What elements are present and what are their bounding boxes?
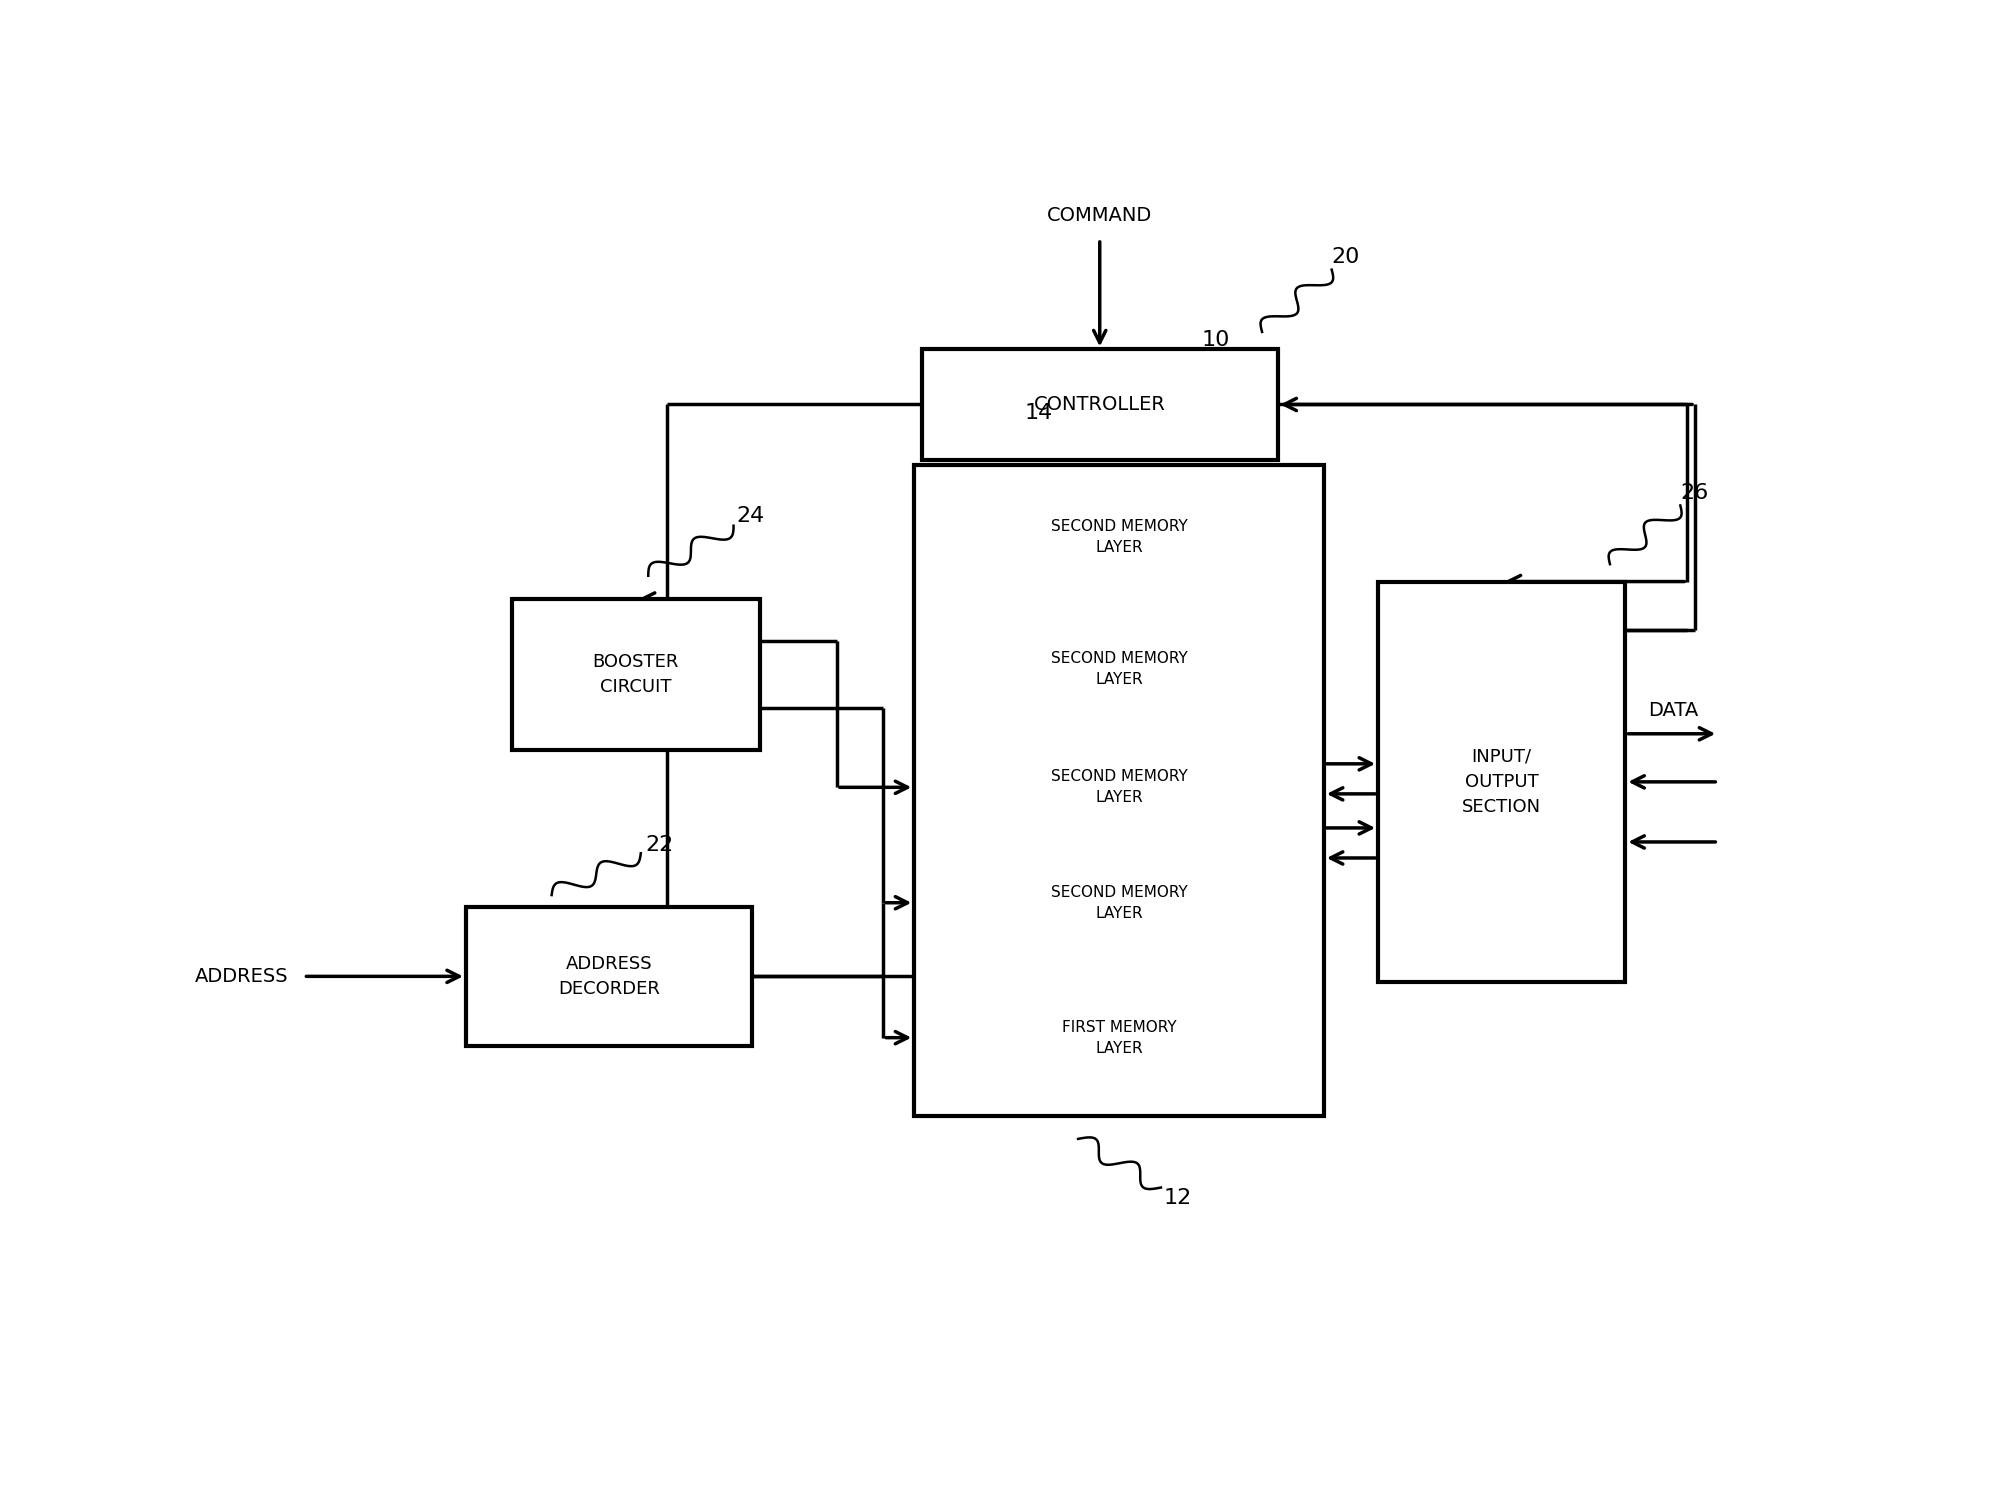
Text: ADDRESS: ADDRESS bbox=[194, 967, 287, 986]
Text: SECOND MEMORY
LAYER: SECOND MEMORY LAYER bbox=[1051, 519, 1187, 555]
Text: 22: 22 bbox=[644, 834, 672, 855]
Text: 12: 12 bbox=[1163, 1187, 1193, 1208]
Text: DATA: DATA bbox=[1648, 701, 1700, 719]
Text: 26: 26 bbox=[1680, 484, 1710, 504]
Text: SECOND MEMORY
LAYER: SECOND MEMORY LAYER bbox=[1051, 769, 1187, 805]
Text: SECOND MEMORY
LAYER: SECOND MEMORY LAYER bbox=[1051, 650, 1187, 686]
Text: BOOSTER
CIRCUIT: BOOSTER CIRCUIT bbox=[593, 653, 678, 697]
Text: 20: 20 bbox=[1331, 247, 1361, 267]
Text: 14: 14 bbox=[1023, 404, 1053, 424]
Text: FIRST MEMORY
LAYER: FIRST MEMORY LAYER bbox=[1061, 1019, 1177, 1056]
Bar bbox=[922, 350, 1277, 460]
Bar bbox=[914, 466, 1325, 1116]
Bar bbox=[1379, 582, 1626, 982]
Text: CONTROLLER: CONTROLLER bbox=[1033, 395, 1165, 415]
Bar bbox=[513, 599, 760, 749]
Bar bbox=[465, 906, 752, 1047]
Text: SECOND MEMORY
LAYER: SECOND MEMORY LAYER bbox=[1051, 885, 1187, 921]
Text: COMMAND: COMMAND bbox=[1047, 207, 1153, 225]
Text: ADDRESS
DECORDER: ADDRESS DECORDER bbox=[559, 955, 660, 998]
Text: 24: 24 bbox=[736, 505, 764, 526]
Text: 10: 10 bbox=[1201, 330, 1229, 350]
Text: INPUT/
OUTPUT
SECTION: INPUT/ OUTPUT SECTION bbox=[1462, 748, 1542, 816]
